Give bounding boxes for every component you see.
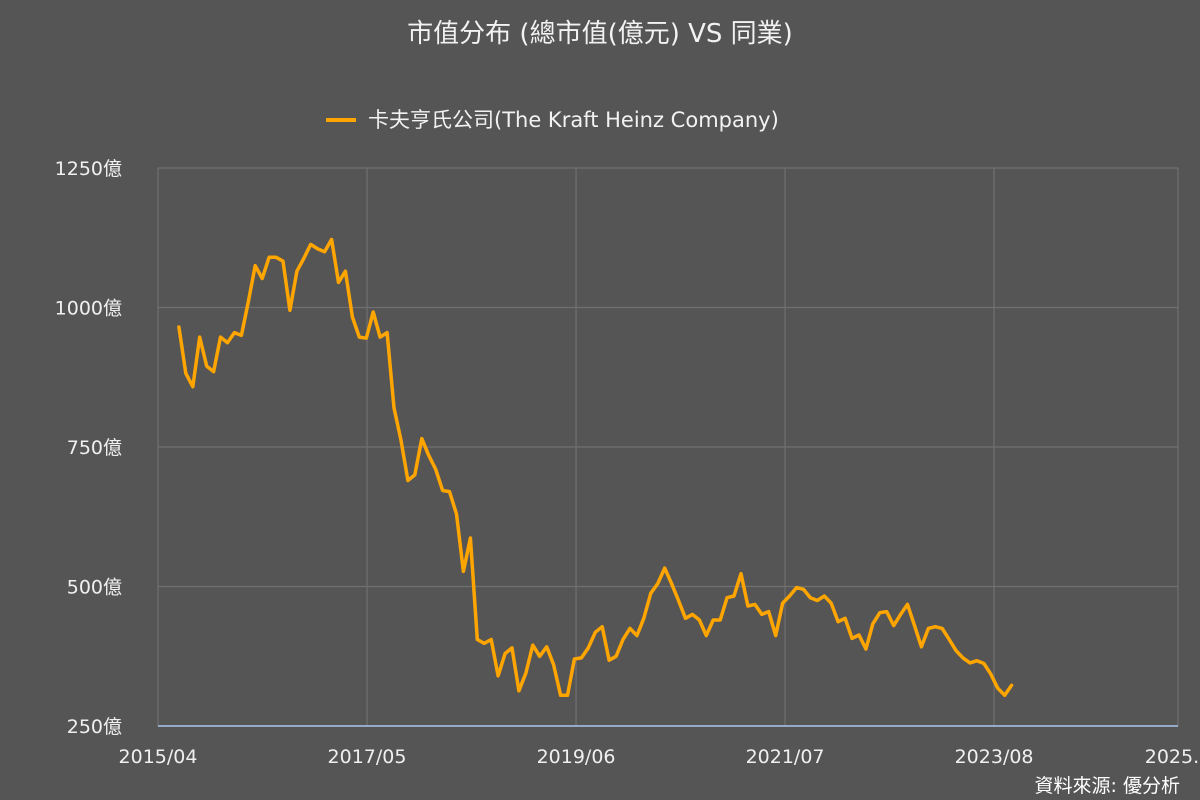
y-tick-label: 1000億 [55, 298, 122, 320]
legend[interactable]: 卡夫亨氏公司(The Kraft Heinz Company) [326, 108, 779, 132]
x-tick-label: 2021/07 [746, 746, 825, 768]
x-tick-label: 2015/04 [119, 746, 198, 768]
x-tick-label: 2023/08 [955, 746, 1034, 768]
series-layer [177, 237, 1014, 698]
y-tick-label: 250億 [67, 716, 122, 738]
y-tick-label: 500億 [67, 577, 122, 599]
grid [157, 167, 1179, 726]
x-tick-label: 2017/05 [328, 746, 407, 768]
chart-title: 市值分布 (總市值(億元) VS 同業) [407, 19, 793, 49]
x-tick-label: 2019/06 [537, 746, 616, 768]
y-tick-label: 750億 [67, 437, 122, 459]
x-tick-label: 2025... [1145, 746, 1200, 768]
y-tick-label: 1250億 [55, 158, 122, 180]
series-line-0[interactable] [177, 237, 1014, 698]
axes: 250億 500億 750億 1000億 1250億 2015/04 2017/05 2019… [55, 158, 1200, 768]
source-label: 資料來源: 優分析 [1035, 775, 1180, 797]
legend-label: 卡夫亨氏公司(The Kraft Heinz Company) [368, 108, 779, 132]
